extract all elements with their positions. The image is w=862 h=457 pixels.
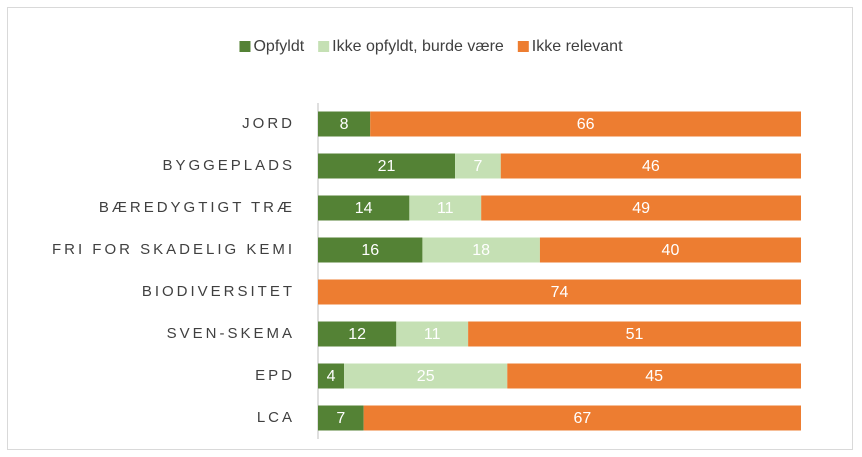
legend-swatch — [239, 41, 251, 52]
data-label: 7 — [473, 158, 482, 175]
bar-segment — [318, 195, 410, 221]
data-label: 11 — [437, 200, 454, 217]
bar-segment — [539, 237, 801, 263]
data-label: 40 — [662, 242, 680, 259]
data-label: 4 — [327, 368, 336, 385]
bar-segment — [468, 321, 801, 347]
data-label: 12 — [348, 326, 366, 343]
data-label: 7 — [336, 410, 345, 427]
bar-segment — [500, 153, 801, 179]
data-label: 16 — [361, 242, 379, 259]
bar-segment — [370, 111, 801, 137]
y-tick-label: LCA — [257, 409, 295, 426]
bar-segment — [455, 153, 501, 179]
y-tick-label: SVEN-SKEMA — [167, 325, 295, 342]
legend-swatch — [517, 41, 529, 52]
data-label: 49 — [632, 200, 650, 217]
bar-segment — [318, 363, 345, 389]
data-label: 66 — [577, 116, 595, 133]
bar-segment — [318, 237, 423, 263]
y-tick-label: BYGGEPLADS — [162, 157, 295, 174]
data-label: 45 — [645, 368, 663, 385]
bar-segment — [344, 363, 508, 389]
data-label: 14 — [355, 200, 373, 217]
data-label: 74 — [551, 284, 569, 301]
legend-swatch — [318, 41, 330, 52]
bar-segment — [318, 279, 801, 305]
y-tick-label: BÆREDYGTIGT TRÆ — [99, 199, 295, 216]
bar-segment — [318, 321, 397, 347]
data-label: 8 — [340, 116, 349, 133]
bar-segment — [318, 153, 456, 179]
bar-segment — [422, 237, 540, 263]
data-label: 21 — [378, 158, 396, 175]
legend-label: Opfyldt — [253, 38, 304, 55]
bar-segment — [409, 195, 482, 221]
legend-label: Ikke relevant — [532, 38, 623, 55]
data-label: 18 — [472, 242, 490, 259]
data-label: 46 — [642, 158, 660, 175]
bar-segment — [396, 321, 469, 347]
bar-segment — [318, 111, 371, 137]
legend-label: Ikke opfyldt, burde være — [332, 38, 504, 55]
bar-segment — [481, 195, 801, 221]
y-tick-label: FRI FOR SKADELIG KEMI — [52, 241, 295, 258]
data-label: 51 — [626, 326, 644, 343]
bar-segment — [507, 363, 801, 389]
bar-segment — [363, 405, 801, 431]
y-tick-label: JORD — [242, 115, 295, 132]
data-label: 25 — [417, 368, 435, 385]
data-label: 67 — [573, 410, 591, 427]
y-tick-label: BIODIVERSITET — [142, 283, 295, 300]
bar-segment — [318, 405, 364, 431]
y-tick-label: EPD — [255, 367, 295, 384]
data-label: 11 — [424, 326, 441, 343]
